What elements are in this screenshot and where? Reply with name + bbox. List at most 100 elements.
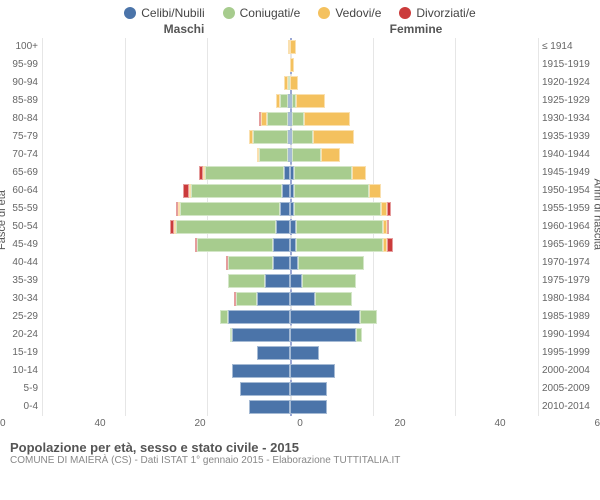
legend-label: Celibi/Nubili	[141, 6, 204, 20]
male-bar	[42, 220, 290, 234]
pyramid-row	[42, 380, 538, 398]
legend-label: Coniugati/e	[240, 6, 301, 20]
bar-segment	[191, 184, 282, 198]
pyramid-row	[42, 362, 538, 380]
pyramid-row	[42, 272, 538, 290]
bar-segment	[257, 292, 290, 306]
y-axis-title-left: Fasce di età	[0, 190, 8, 250]
female-bar	[290, 292, 538, 306]
bar-segment	[290, 400, 327, 414]
legend-swatch	[124, 7, 136, 19]
bar-segment	[294, 166, 352, 180]
birth-label: 1930-1934	[538, 110, 596, 128]
bar-segment	[387, 202, 391, 216]
bar-segment	[232, 328, 290, 342]
female-bar	[290, 94, 538, 108]
chart-subtitle: COMUNE DI MAIERÀ (CS) - Dati ISTAT 1° ge…	[10, 455, 590, 466]
legend-swatch	[318, 7, 330, 19]
birth-label: 1965-1969	[538, 236, 596, 254]
bar-segment	[180, 202, 279, 216]
bar-segment	[304, 112, 349, 126]
bar-segment	[273, 256, 290, 270]
bar-segment	[253, 130, 288, 144]
header-male: Maschi	[68, 22, 300, 36]
female-bar	[290, 382, 538, 396]
birth-year-axis-labels: ≤ 19141915-19191920-19241925-19291930-19…	[538, 38, 596, 416]
male-bar	[42, 256, 290, 270]
bar-segment	[280, 202, 290, 216]
legend-item: Celibi/Nubili	[124, 6, 204, 20]
female-bar	[290, 184, 538, 198]
bar-segment	[292, 112, 304, 126]
birth-label: 1920-1924	[538, 74, 596, 92]
pyramid-row	[42, 110, 538, 128]
legend-label: Vedovi/e	[335, 6, 381, 20]
birth-label: 1925-1929	[538, 92, 596, 110]
pyramid-row	[42, 200, 538, 218]
bar-segment	[302, 274, 356, 288]
bar-segment	[228, 256, 273, 270]
female-bar	[290, 220, 538, 234]
birth-label: 1980-1984	[538, 290, 596, 308]
male-bar	[42, 310, 290, 324]
female-bar	[290, 166, 538, 180]
male-bar	[42, 76, 290, 90]
age-label: 40-44	[4, 254, 42, 272]
age-label: 100+	[4, 38, 42, 56]
pyramid-row	[42, 254, 538, 272]
bar-segment	[321, 148, 340, 162]
bar-segment	[257, 346, 290, 360]
header-female: Femmine	[300, 22, 532, 36]
bar-segment	[360, 310, 377, 324]
bar-segment	[290, 310, 360, 324]
bar-segment	[296, 220, 383, 234]
age-label: 35-39	[4, 272, 42, 290]
pyramid-row	[42, 182, 538, 200]
birth-label: 1970-1974	[538, 254, 596, 272]
male-bar	[42, 364, 290, 378]
x-axis: 6040200204060	[0, 416, 600, 432]
bar-segment	[294, 202, 381, 216]
legend-item: Vedovi/e	[318, 6, 381, 20]
bar-segment	[290, 256, 298, 270]
bar-segment	[205, 166, 284, 180]
age-label: 75-79	[4, 128, 42, 146]
age-label: 5-9	[4, 380, 42, 398]
pyramid-row	[42, 218, 538, 236]
bar-segment	[292, 148, 321, 162]
birth-label: 1995-1999	[538, 344, 596, 362]
age-label: 55-59	[4, 200, 42, 218]
x-tick: 60	[0, 418, 6, 429]
x-tick: 0	[297, 418, 303, 429]
pyramid-row	[42, 308, 538, 326]
birth-label: 1945-1949	[538, 164, 596, 182]
pyramid-row	[42, 146, 538, 164]
birth-label: 1990-1994	[538, 326, 596, 344]
legend-item: Coniugati/e	[223, 6, 301, 20]
male-bar	[42, 166, 290, 180]
male-bar	[42, 184, 290, 198]
age-axis-labels: 100+95-9990-9485-8980-8475-7970-7465-696…	[4, 38, 42, 416]
legend-swatch	[399, 7, 411, 19]
birth-label: 1940-1944	[538, 146, 596, 164]
male-bar	[42, 130, 290, 144]
bar-segment	[232, 364, 290, 378]
birth-label: 1915-1919	[538, 56, 596, 74]
gender-headers: Maschi Femmine	[0, 22, 600, 38]
age-label: 20-24	[4, 326, 42, 344]
pyramid-row	[42, 74, 538, 92]
bar-segment	[352, 166, 366, 180]
female-bar	[290, 112, 538, 126]
male-bar	[42, 292, 290, 306]
bar-segment	[290, 292, 315, 306]
bar-segment	[290, 274, 302, 288]
bar-segment	[220, 310, 228, 324]
bar-segment	[228, 310, 290, 324]
bar-segment	[387, 238, 393, 252]
male-bar	[42, 238, 290, 252]
x-tick: 40	[94, 418, 105, 429]
bar-segment	[387, 220, 389, 234]
female-bar	[290, 274, 538, 288]
bar-segment	[313, 130, 354, 144]
bar-segment	[315, 292, 352, 306]
